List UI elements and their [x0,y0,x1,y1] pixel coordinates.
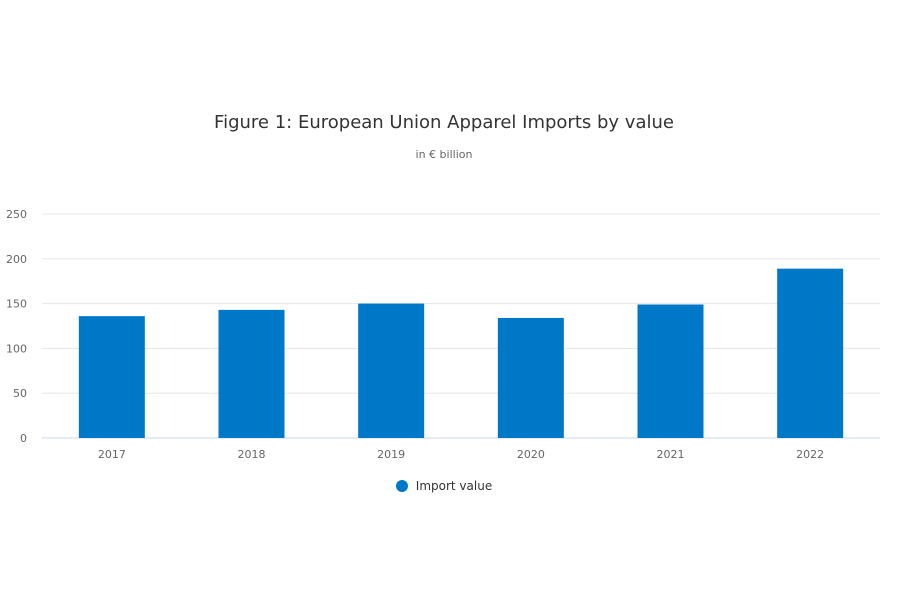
bar-2021[interactable] [637,304,704,438]
bar-2018[interactable] [218,309,285,438]
bars [78,268,844,438]
y-tick-label: 150 [6,298,27,311]
legend-marker [395,480,408,492]
x-tick-label: 2020 [517,448,545,461]
y-tick-label: 200 [6,253,27,266]
y-tick-label: 50 [13,387,27,400]
bar-2020[interactable] [497,317,564,438]
chart-subtitle: in € billion [415,148,473,161]
x-tick-label: 2021 [657,448,685,461]
x-tick-label: 2022 [796,448,824,461]
chart-title: Figure 1: European Union Apparel Imports… [214,112,674,133]
x-tick-label: 2018 [238,448,266,461]
y-tick-label: 250 [6,208,27,221]
bar-2022[interactable] [777,268,844,438]
legend[interactable]: Import value [0,479,888,493]
x-tick-label: 2019 [377,448,405,461]
x-axis-ticks: 2017 2018 2019 2020 2021 2022 [98,448,824,461]
legend-label: Import value [415,479,493,493]
bar-2017[interactable] [78,316,145,438]
gridlines [42,213,880,439]
y-tick-label: 100 [6,342,27,355]
x-tick-label: 2017 [98,448,126,461]
y-axis-ticks: 0 50 100 150 200 250 [6,208,27,445]
y-tick-label: 0 [20,432,27,445]
bar-2019[interactable] [358,303,425,438]
